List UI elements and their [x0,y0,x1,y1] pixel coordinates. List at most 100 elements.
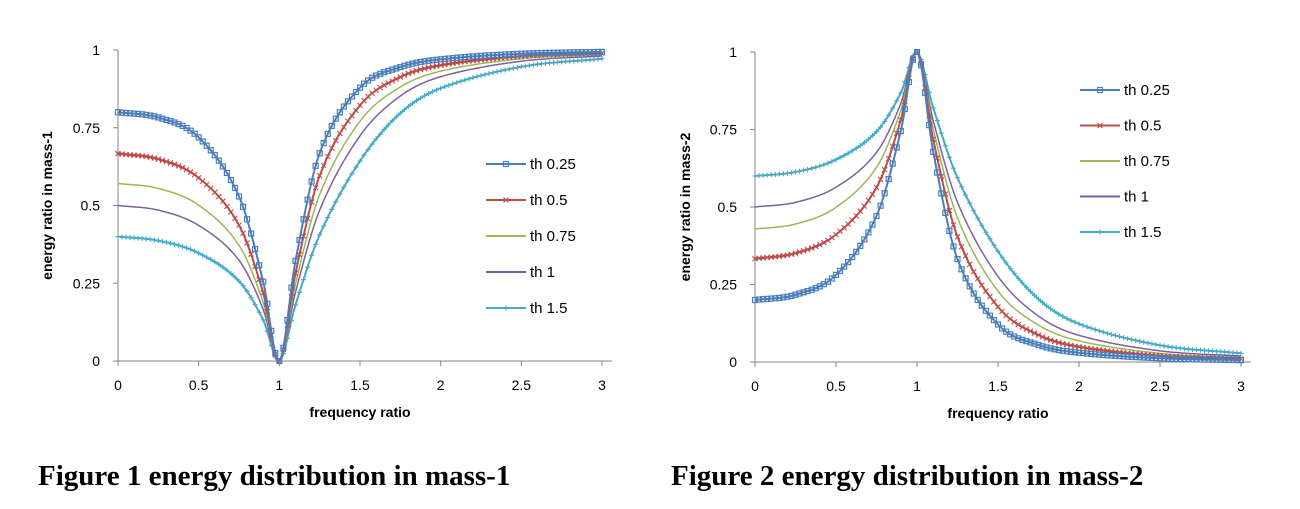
fig1-point-th-1-5 [599,56,605,62]
fig2-point-th-0-25 [942,209,949,216]
fig1-point-th-1-5 [438,85,444,91]
fig1-point-th-0-5 [417,66,424,73]
fig1-point-th-1-5 [434,87,440,93]
fig1-point-th-0-5 [340,124,347,131]
fig2-point-th-1-5 [946,154,952,160]
fig1-point-th-0-5 [369,90,375,97]
fig1-point-th-0-25 [316,150,323,157]
fig2-point-th-1-5 [833,157,839,163]
fig2-point-th-1-5 [853,145,859,151]
fig1-point-th-1-5 [244,288,250,294]
fig2-point-th-1-5 [987,236,993,242]
fig1-point-th-1-5 [430,89,436,95]
fig1-point-th-1-5 [397,110,403,116]
fig1-point-th-1-5 [232,274,238,280]
fig1-point-th-0-5 [405,70,412,77]
fig2-point-th-0-25 [1193,356,1200,363]
fig2-point-th-0-5 [808,245,815,251]
fig1-point-th-0-25 [506,51,513,58]
fig2-point-th-0-25 [909,56,917,63]
fig2-point-th-0-5 [865,197,872,204]
fig2-point-th-0-5 [1011,319,1018,325]
fig1-point-th-0-25 [413,59,420,66]
fig2-point-th-1-5 [950,165,956,171]
fig2-point-th-0-5 [954,233,961,240]
fig1-point-th-0-25 [336,109,343,116]
fig2-point-th-0-25 [901,105,908,113]
fig1-point-th-1-5 [252,302,258,308]
fig1-series-th-0-75 [117,53,603,362]
fig1-point-th-0-25 [171,119,178,126]
fig2-point-th-1-5 [797,168,803,174]
fig1-line-th-0-25 [117,50,603,363]
fig2-point-th-0-5 [1051,338,1058,345]
fig1-point-th-1-5 [470,75,476,81]
fig1-point-th-1-5 [385,122,391,128]
fig1-point-th-0-5 [171,161,178,168]
fig2-point-th-0-5 [1023,326,1030,332]
fig1-point-th-1-5 [462,77,468,83]
fig1-point-th-0-25 [280,344,287,351]
fig2-point-th-0-5 [995,303,1001,310]
fig1-point-th-0-25 [562,49,569,56]
fig2-point-th-1-5 [829,158,835,164]
fig1-point-th-0-25 [199,138,206,145]
fig1-point-th-0-25 [352,88,360,96]
fig1-point-th-0-5 [393,76,400,82]
fig1-point-th-1-5 [155,238,161,244]
fig2-line-th-0-75 [754,51,1242,359]
fig1-legend-label-th-1-5: th 1.5 [530,300,568,317]
chart-figure-1: 0 0.25 0.5 0.75 1 0 0.5 1 1.5 2 2.5 3 frequency rati… [39,42,612,420]
fig1-point-th-0-5 [167,160,174,166]
fig2-point-th-0-25 [869,221,876,228]
fig1-point-th-0-25 [465,53,472,60]
fig1-legend-label-th-0-5: th 0.5 [530,192,568,209]
fig2-point-th-0-25 [804,287,811,295]
fig1-point-th-1-5 [192,248,198,254]
fig2-point-th-1-5 [784,170,790,176]
fig2-series-th-1-5 [752,49,1244,356]
fig2-point-th-0-25 [776,294,783,301]
fig1-point-th-0-25 [373,72,380,79]
fig1-point-th-1-5 [353,164,359,170]
fig2-point-th-0-5 [825,237,831,244]
fig2-point-th-1-5 [1080,322,1086,328]
fig2-line-th-1 [754,51,1242,357]
fig2-point-th-0-25 [930,148,937,155]
fig2-point-th-0-25 [873,212,880,220]
fig2-point-th-0-25 [913,48,921,56]
fig2-point-th-0-25 [982,307,989,314]
fig1-point-th-1-5 [180,244,186,250]
fig2-point-th-1-5 [1011,270,1017,276]
fig1-legend-marker-th-0-5 [503,197,509,203]
fig1-point-th-0-5 [312,184,319,191]
fig1-point-th-0-25 [409,60,416,67]
fig1-point-th-0-5 [191,171,198,178]
fig1-line-th-0-75 [117,53,603,362]
fig1-point-th-1-5 [292,302,298,308]
fig1-point-th-1-5 [422,93,428,99]
fig2-point-th-1-5 [1044,303,1050,309]
fig2-point-th-1-5 [1023,284,1029,290]
fig2-point-th-0-25 [800,289,807,296]
fig1-point-th-1-5 [369,141,375,147]
fig1-point-th-1-5 [176,242,181,248]
fig2-point-th-0-25 [1023,338,1030,345]
fig1-point-th-1-5 [236,278,242,284]
fig2-point-th-1-5 [1153,342,1159,348]
fig1-point-th-1-5 [305,264,311,270]
fig2-point-th-0-25 [1059,347,1066,354]
fig2-point-th-1-5 [857,143,863,149]
fig2-point-th-0-25 [958,266,965,273]
fig1-point-th-1-5 [212,259,218,265]
fig2-point-th-1-5 [1161,343,1167,349]
fig2-point-th-1-5 [1165,344,1171,350]
fig1-point-th-1-5 [490,70,496,76]
fig2-point-th-1-5 [1100,329,1106,335]
fig1-point-th-1-5 [204,254,210,260]
fig2-point-th-0-25 [1156,355,1164,362]
fig2-point-th-1-5 [975,215,981,221]
fig2-point-th-1-5 [971,208,977,214]
fig1-point-th-0-25 [429,57,436,64]
fig2-point-th-0-5 [829,234,835,241]
